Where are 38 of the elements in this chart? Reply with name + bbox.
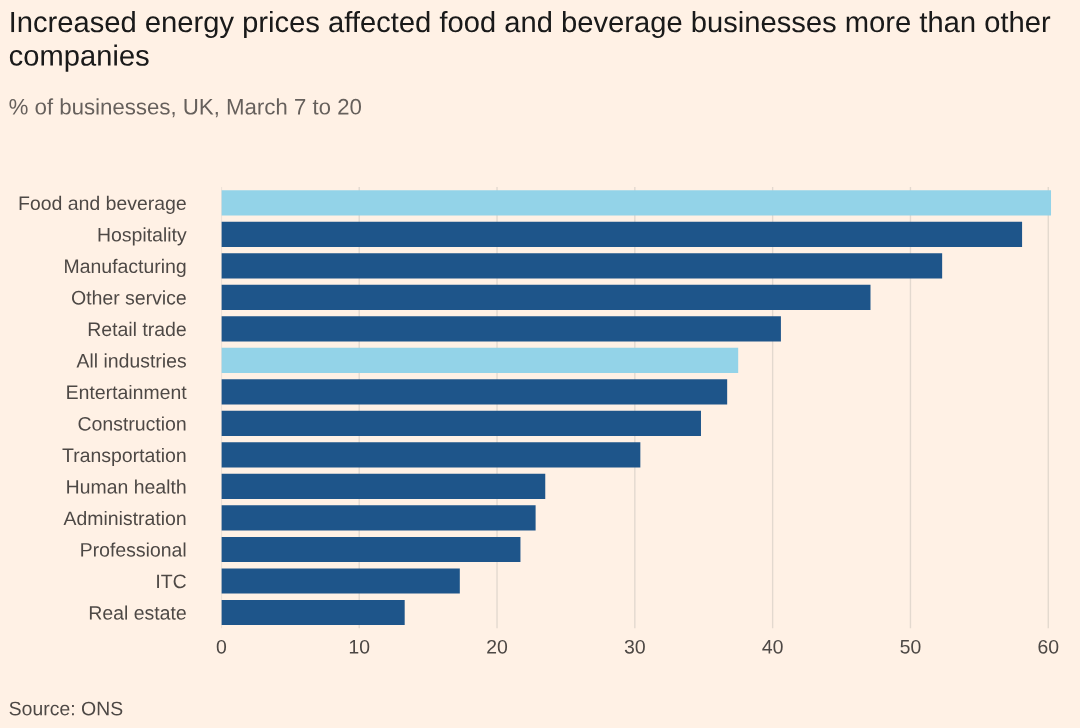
x-tick-label: 60	[1038, 639, 1059, 654]
bar	[221, 284, 871, 310]
y-tick-label: Other service	[71, 290, 186, 305]
bar	[221, 410, 701, 437]
y-tick-label: Retail trade	[88, 321, 186, 337]
bar	[221, 536, 521, 563]
bar	[221, 473, 546, 500]
bar	[221, 221, 1023, 247]
y-tick-label: All industries	[76, 353, 186, 368]
y-tick-label: Hospitality	[98, 227, 187, 246]
bar	[221, 190, 1052, 216]
bar	[221, 442, 641, 468]
x-tick-label: 0	[216, 639, 227, 654]
y-tick-label: Transportation	[62, 447, 186, 467]
x-tick-label: 50	[900, 639, 921, 654]
y-tick-label: Administration	[63, 510, 186, 526]
bar	[221, 347, 739, 374]
y-tick-label: ITC	[157, 574, 186, 589]
source-note: Source: ONS	[9, 701, 123, 716]
x-tick-label: 20	[487, 639, 508, 654]
y-tick-label: Food and beverage	[19, 195, 186, 214]
chart-subtitle: % of businesses, UK, March 7 to 20	[9, 98, 362, 118]
x-tick-label: 40	[762, 639, 783, 654]
bar	[221, 253, 943, 279]
bar	[221, 568, 460, 594]
y-tick-label: Manufacturing	[65, 258, 186, 277]
x-tick-label: 10	[349, 639, 370, 654]
bar	[221, 379, 728, 405]
bar	[221, 316, 781, 342]
x-tick-label: 30	[624, 639, 645, 654]
chart-title: Increased energy prices affected food and beverage businesses more than other companies	[9, 10, 1051, 72]
y-tick-label: Entertainment	[67, 384, 187, 400]
bar	[221, 599, 405, 626]
y-tick-label: Real estate	[89, 605, 186, 620]
y-tick-label: Professional	[81, 542, 186, 557]
y-tick-label: Construction	[78, 416, 186, 431]
bar	[221, 505, 536, 531]
y-tick-label: Human health	[67, 479, 186, 494]
